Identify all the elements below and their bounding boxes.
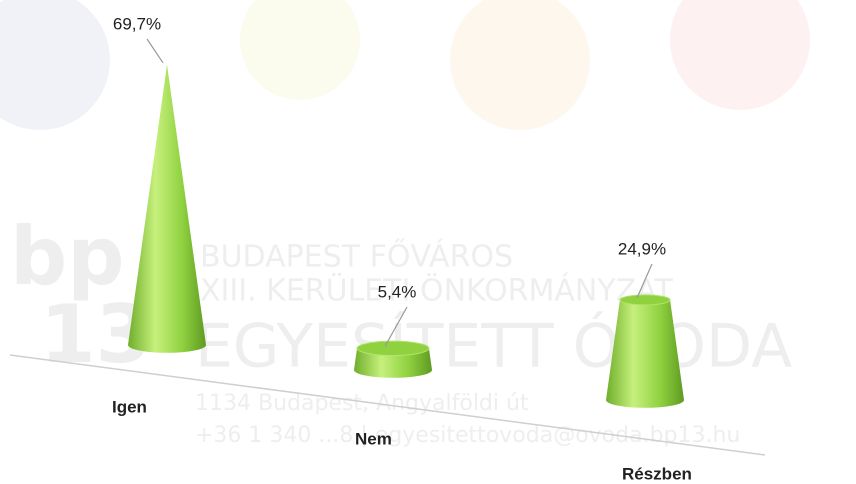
leader-line [146,38,164,64]
watermark-text: XIII. KERÜLETI ÖNKORMÁNYZAT [200,273,673,309]
cone [128,64,206,353]
category-label: Nem [355,429,392,448]
watermark-shape [0,0,110,130]
category-label: Igen [112,397,147,416]
cone [354,348,432,378]
cone-top [619,294,671,306]
watermark-shape [240,0,360,100]
watermark-text: +36 1 340 ...8 | egyesitettovoda@ovoda.b… [195,423,740,448]
watermark-text: EGYESÍTETT ÓVODA [195,310,792,382]
value-label: 24,9% [618,239,666,258]
value-label: 69,7% [113,14,161,33]
leader-line [636,263,653,299]
watermark-text: bp [10,210,125,303]
leader-line [384,306,408,347]
watermark-shape [450,0,590,130]
watermark: bp 13 BUDAPEST FŐVÁROS XIII. KERÜLETI ÖN… [0,0,810,448]
watermark-shape [670,0,810,110]
cone [606,299,684,408]
floor-line [9,354,766,456]
watermark-text: 1134 Budapest, Angyalföldi út [195,391,529,416]
category-label: Részben [622,464,692,483]
watermark-text: BUDAPEST FŐVÁROS [200,238,513,275]
cone-top [356,340,430,356]
value-label: 5,4% [378,282,417,301]
